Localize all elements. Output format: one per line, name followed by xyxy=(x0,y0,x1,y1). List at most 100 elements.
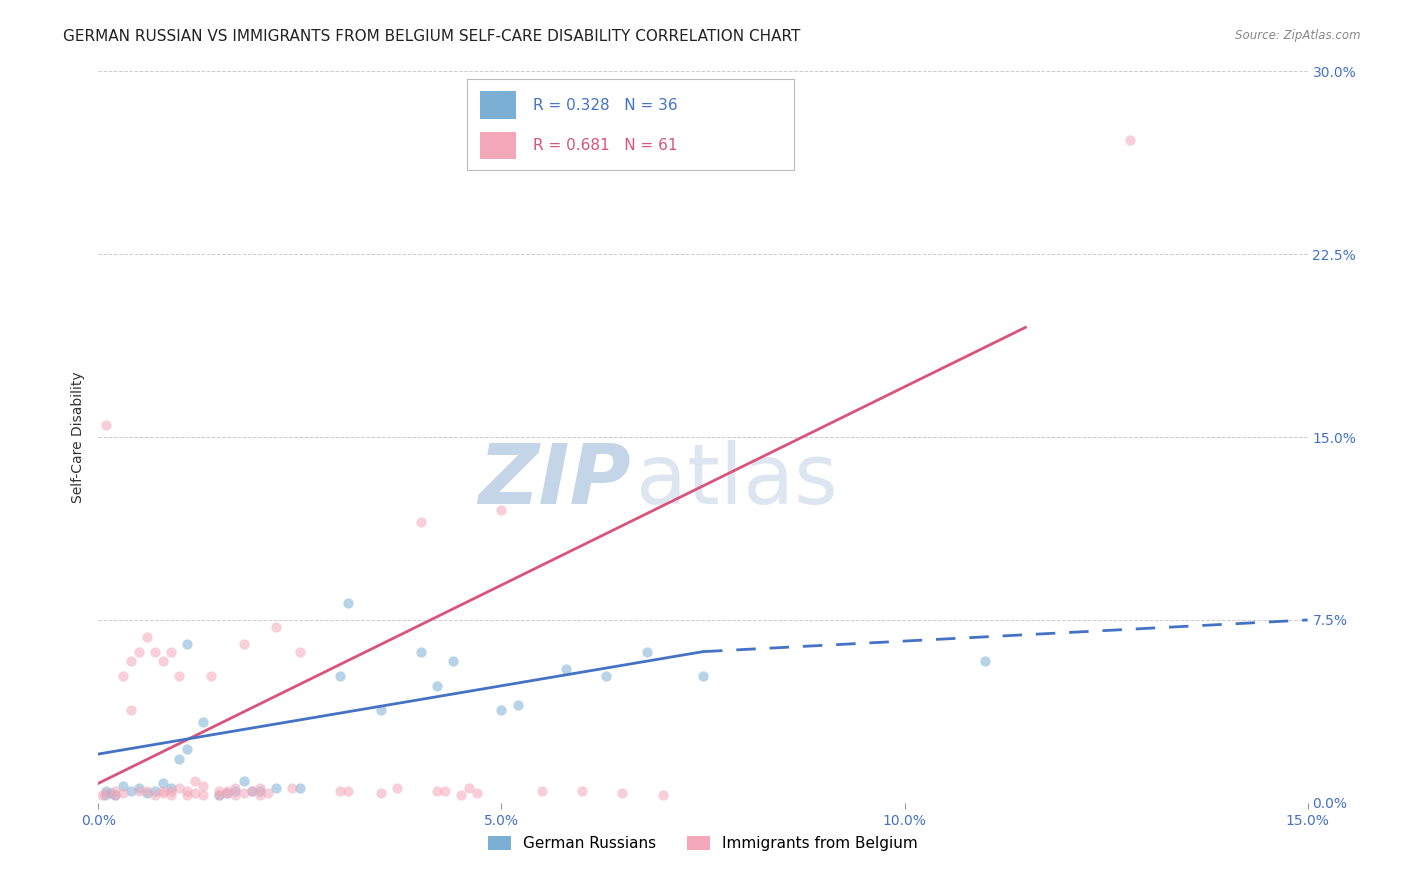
Point xyxy=(441,654,464,668)
Point xyxy=(128,783,150,797)
Point xyxy=(249,781,271,796)
Point xyxy=(167,669,190,683)
Point xyxy=(256,786,278,800)
Point xyxy=(103,789,125,803)
Text: GERMAN RUSSIAN VS IMMIGRANTS FROM BELGIUM SELF-CARE DISABILITY CORRELATION CHART: GERMAN RUSSIAN VS IMMIGRANTS FROM BELGIU… xyxy=(63,29,800,45)
Point xyxy=(491,703,513,717)
Point xyxy=(152,776,174,790)
Point xyxy=(103,783,125,797)
Point xyxy=(329,783,352,797)
Point xyxy=(143,783,166,797)
Point xyxy=(160,781,183,796)
Point xyxy=(120,703,142,717)
Point xyxy=(370,786,392,800)
Point xyxy=(208,789,231,803)
Point xyxy=(281,781,304,796)
Text: Source: ZipAtlas.com: Source: ZipAtlas.com xyxy=(1236,29,1361,43)
Point xyxy=(506,698,529,713)
Point xyxy=(193,789,215,803)
Point xyxy=(288,781,311,796)
Point xyxy=(434,783,457,797)
Point xyxy=(217,786,239,800)
Point xyxy=(264,781,287,796)
Point xyxy=(111,779,134,793)
Point xyxy=(491,503,513,517)
Point xyxy=(458,781,481,796)
Point xyxy=(249,789,271,803)
Point xyxy=(240,783,263,797)
Point xyxy=(232,786,254,800)
Point xyxy=(176,783,198,797)
Point xyxy=(337,596,360,610)
Point xyxy=(94,789,117,803)
Point xyxy=(167,752,190,766)
Point xyxy=(974,654,997,668)
Point xyxy=(176,742,198,756)
Point xyxy=(224,781,246,796)
Point xyxy=(409,516,432,530)
Point xyxy=(370,703,392,717)
Point xyxy=(103,789,125,803)
Point xyxy=(217,786,239,800)
Point xyxy=(120,783,142,797)
Point xyxy=(135,786,157,800)
Point xyxy=(143,645,166,659)
Point xyxy=(143,789,166,803)
Legend: German Russians, Immigrants from Belgium: German Russians, Immigrants from Belgium xyxy=(482,830,924,857)
Point xyxy=(96,417,118,432)
Y-axis label: Self-Care Disability: Self-Care Disability xyxy=(72,371,86,503)
Point xyxy=(91,789,114,803)
Point xyxy=(184,786,207,800)
Point xyxy=(1119,133,1142,147)
Point xyxy=(636,645,658,659)
Point xyxy=(337,783,360,797)
Point xyxy=(193,779,215,793)
Point xyxy=(135,783,157,797)
Point xyxy=(224,789,246,803)
Point xyxy=(208,783,231,797)
Point xyxy=(555,662,578,676)
Point xyxy=(160,789,183,803)
Point xyxy=(100,786,122,800)
Point xyxy=(111,669,134,683)
Point xyxy=(160,783,183,797)
Point xyxy=(193,715,215,730)
Point xyxy=(692,669,714,683)
Point xyxy=(167,781,190,796)
Point xyxy=(152,786,174,800)
Point xyxy=(120,654,142,668)
Point xyxy=(232,637,254,651)
Point xyxy=(111,786,134,800)
Point xyxy=(385,781,408,796)
Point xyxy=(232,773,254,788)
Point xyxy=(264,620,287,634)
Point xyxy=(288,645,311,659)
Point xyxy=(96,786,118,800)
Point xyxy=(465,786,488,800)
Point xyxy=(152,783,174,797)
Point xyxy=(128,645,150,659)
Point xyxy=(176,637,198,651)
Text: ZIP: ZIP xyxy=(478,441,630,522)
Point xyxy=(184,773,207,788)
Text: atlas: atlas xyxy=(637,441,838,522)
Point xyxy=(426,783,449,797)
Point xyxy=(249,783,271,797)
Point xyxy=(128,781,150,796)
Point xyxy=(176,789,198,803)
Point xyxy=(651,789,673,803)
Point xyxy=(595,669,617,683)
Point xyxy=(571,783,593,797)
Point xyxy=(329,669,352,683)
Point xyxy=(530,783,553,797)
Point xyxy=(240,783,263,797)
Point xyxy=(224,783,246,797)
Point xyxy=(217,783,239,797)
Point xyxy=(152,654,174,668)
Point xyxy=(409,645,432,659)
Point xyxy=(450,789,472,803)
Point xyxy=(96,783,118,797)
Point xyxy=(426,679,449,693)
Point xyxy=(208,789,231,803)
Point xyxy=(135,630,157,644)
